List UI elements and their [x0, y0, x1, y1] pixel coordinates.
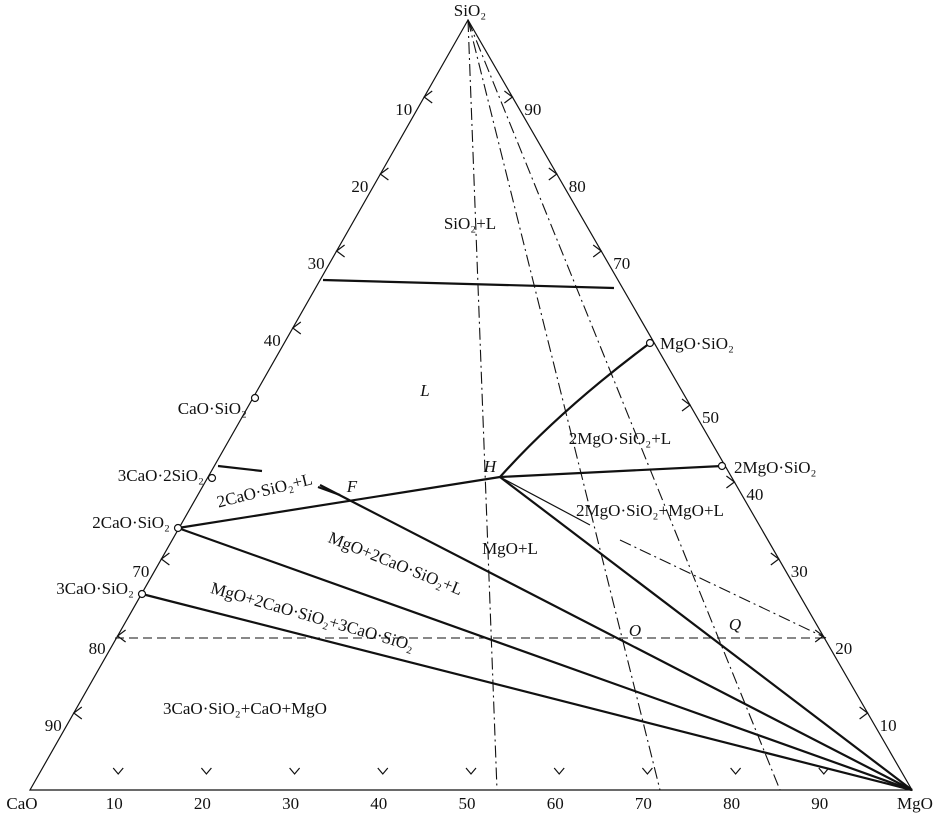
tick-mark: [818, 767, 830, 775]
tick-mark: [681, 398, 691, 412]
tick-mark: [377, 767, 389, 775]
tick-mark: [548, 167, 558, 181]
compound-label: MgO·SiO₂: [660, 334, 734, 353]
compound-label: 3CaO·2SiO₂: [118, 466, 204, 485]
dash-dot-line: [467, 19, 498, 791]
tick-mark: [116, 629, 126, 643]
tick-mark: [592, 244, 603, 258]
dash-dot-line: [467, 19, 781, 791]
boundary-curve: [499, 342, 651, 478]
tick-mark: [423, 90, 433, 104]
tick-label: 90: [45, 716, 62, 735]
tick-label: 70: [132, 562, 149, 581]
compound-point: [207, 473, 217, 483]
tick-mark: [553, 767, 565, 775]
tick-label: 70: [635, 794, 652, 813]
region-label: 2MgO·SiO₂+MgO+L: [576, 501, 724, 520]
tick-mark: [379, 167, 389, 181]
tick-label: 20: [351, 177, 368, 196]
tick-label: 90: [811, 794, 828, 813]
compound-point: [250, 393, 260, 403]
tick-label: 30: [282, 794, 299, 813]
compound-point: [717, 461, 727, 471]
tick-mark: [335, 244, 345, 258]
tick-mark: [641, 767, 653, 775]
tie-line: [177, 526, 913, 792]
region-label: L: [419, 381, 429, 400]
tick-label: 40: [370, 794, 387, 813]
tick-label: 80: [723, 794, 740, 813]
tick-label: 30: [308, 254, 325, 273]
compound-label: 2CaO·SiO₂: [92, 513, 170, 532]
tick-label: 70: [613, 254, 630, 273]
liquidus-line: [322, 278, 615, 290]
tick-label: 10: [395, 100, 412, 119]
pointer-line: [499, 476, 591, 526]
tick-mark: [465, 767, 477, 775]
tick-label: 90: [524, 100, 541, 119]
tick-label: 40: [746, 485, 763, 504]
vertex-label: SiO₂: [454, 1, 486, 20]
tick-label: 20: [835, 639, 852, 658]
tick-label: 50: [702, 408, 719, 427]
region-label: SiO₂+L: [444, 214, 496, 233]
tie-line: [499, 476, 913, 791]
tick-label: 80: [569, 177, 586, 196]
point-label: Q: [729, 615, 741, 634]
region-label: 3CaO·SiO₂+CaO+MgO: [163, 699, 327, 718]
region-label: 2CaO·SiO₂+L: [215, 469, 314, 511]
region-label: MgO+L: [482, 539, 538, 558]
tick-mark: [160, 552, 170, 566]
boundary-line: [177, 475, 501, 530]
tick-label: 50: [459, 794, 476, 813]
tick-mark: [726, 475, 736, 489]
tick-label: 40: [264, 331, 281, 350]
compound-label: 3CaO·SiO₂: [56, 579, 134, 598]
tick-mark: [200, 767, 212, 775]
tie-line: [141, 592, 913, 792]
point-label: H: [483, 457, 498, 476]
tick-label: 60: [547, 794, 564, 813]
tick-mark: [859, 706, 869, 720]
tick-mark: [730, 767, 742, 775]
tick-mark: [72, 706, 83, 720]
compound-point: [137, 589, 147, 599]
vertex-label: MgO: [897, 794, 933, 813]
tick-label: 30: [791, 562, 808, 581]
triangle-frame: [28, 18, 914, 791]
vertex-label: CaO: [6, 794, 37, 813]
region-label: MgO+2CaO·SiO₂+3CaO·SiO₂: [209, 578, 417, 654]
tick-label: 10: [880, 716, 897, 735]
point-label: O: [629, 621, 641, 640]
compound-point: [645, 338, 655, 348]
dash-dot-line: [619, 539, 827, 639]
tick-mark: [770, 552, 780, 566]
tick-mark: [112, 767, 124, 775]
tick-label: 10: [106, 794, 123, 813]
tick-mark: [814, 629, 825, 643]
point-label: F: [346, 477, 358, 496]
compound-label: CaO·SiO₂: [178, 399, 247, 418]
tick-label: 20: [194, 794, 211, 813]
tick-mark: [504, 90, 514, 104]
region-label: 2MgO·SiO₂+L: [569, 429, 671, 448]
compound-point: [173, 523, 183, 533]
tick-label: 80: [89, 639, 106, 658]
boundary-line: [499, 464, 723, 479]
compound-label: 2MgO·SiO₂: [734, 458, 816, 477]
dash-dot-line: [467, 19, 661, 791]
tick-mark: [291, 321, 302, 335]
tick-mark: [289, 767, 301, 775]
tie-line: [319, 484, 913, 791]
